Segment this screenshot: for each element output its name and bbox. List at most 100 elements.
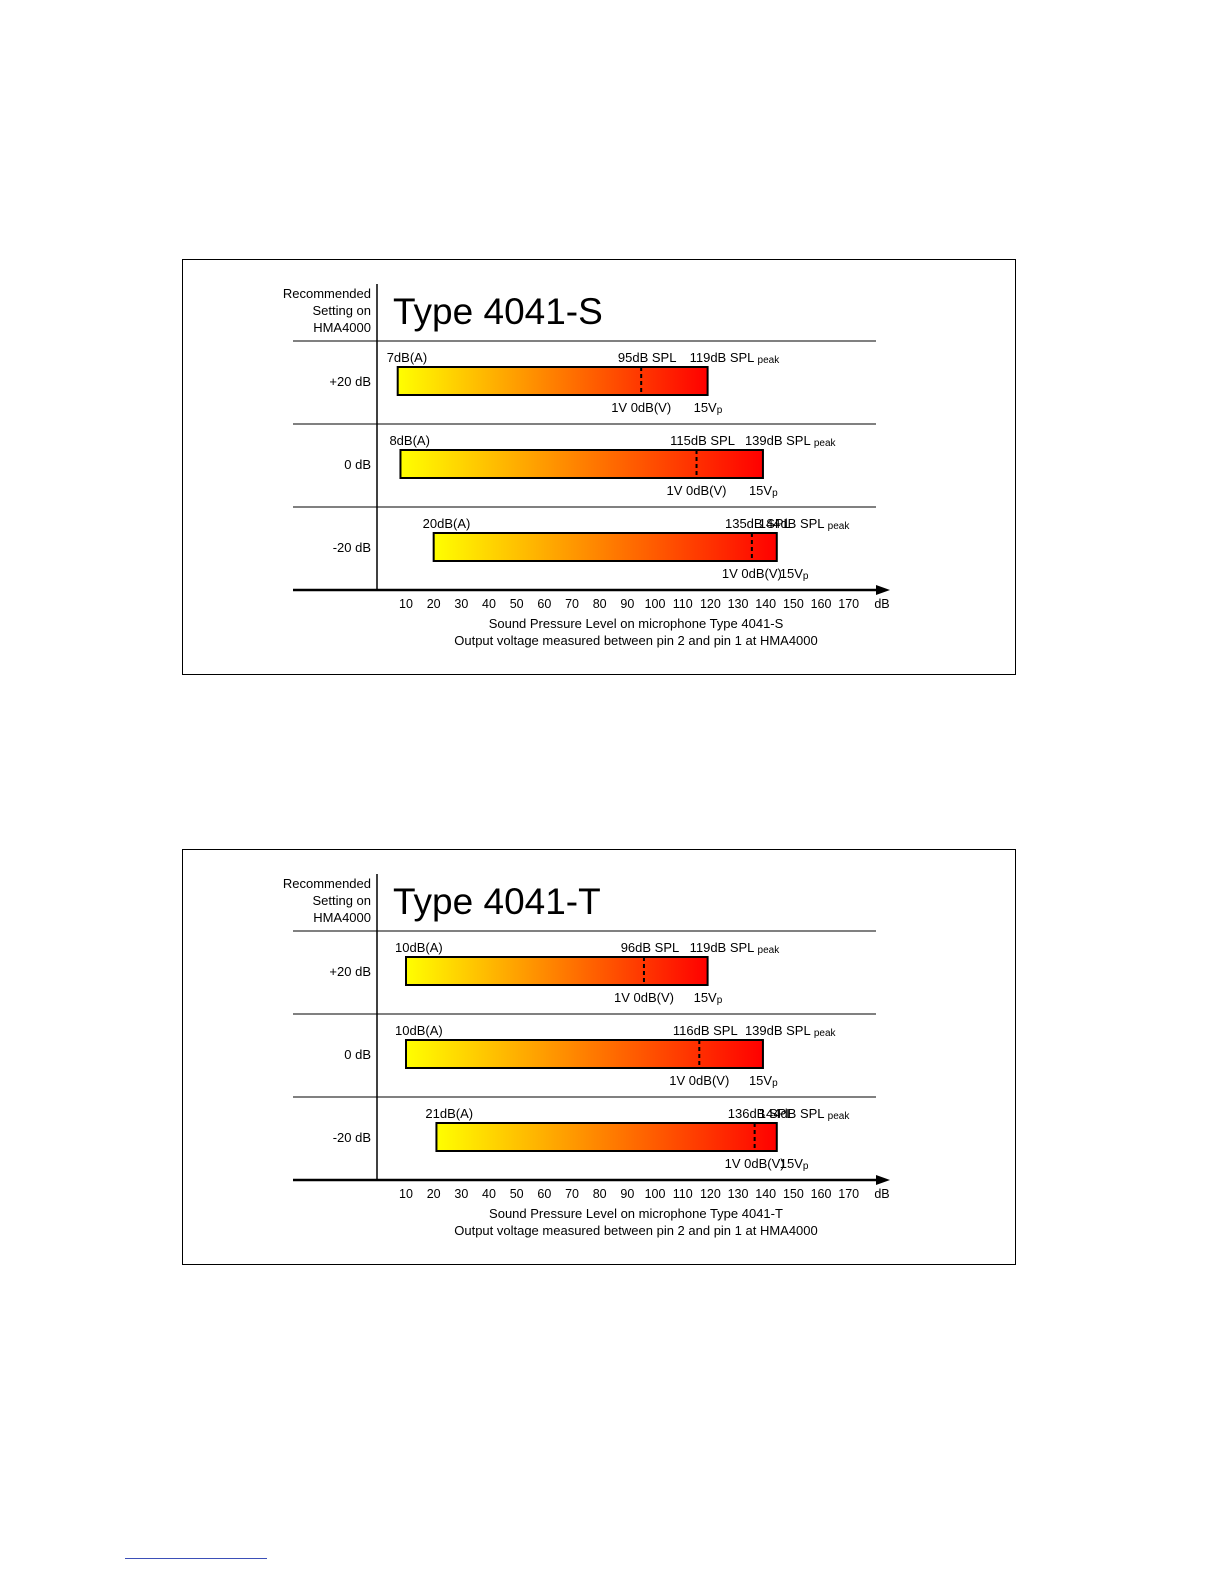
voltage-label: 1V 0dB(V) [725, 1156, 785, 1171]
spl-at-0dbv-label: 115dB SPL [670, 433, 735, 448]
voltage-label: 1V 0dB(V) [667, 483, 727, 498]
voltage-label: 1V 0dB(V) [669, 1073, 729, 1088]
max-spl-label: 139dB SPL peak [745, 433, 837, 449]
peak-voltage-label: 15Vp [749, 483, 778, 499]
peak-voltage-label: 15Vp [749, 1073, 778, 1089]
range-bar [435, 1122, 778, 1152]
x-axis-subtitle: Output voltage measured between pin 2 an… [454, 633, 818, 648]
peak-voltage-label: 15Vp [694, 990, 723, 1006]
header-label-line: HMA4000 [313, 320, 371, 335]
p-subscript: p [803, 571, 809, 582]
noise-floor-label: 10dB(A) [395, 1023, 443, 1038]
x-tick-label: 170 [838, 1187, 859, 1201]
x-tick-label: 130 [728, 1187, 749, 1201]
x-tick-label: 160 [811, 597, 832, 611]
x-axis-arrow [876, 585, 890, 595]
x-tick-label: 40 [482, 1187, 496, 1201]
x-tick-label: 80 [593, 1187, 607, 1201]
voltage-label: 1V 0dB(V) [611, 400, 671, 415]
x-axis-title: Sound Pressure Level on microphone Type … [489, 616, 784, 631]
x-tick-label: 110 [673, 1187, 693, 1201]
spl-at-0dbv-label: 95dB SPL [618, 350, 677, 365]
spl-at-0dbv-label: 136dB SPL [728, 1106, 794, 1121]
noise-floor-label: 21dB(A) [425, 1106, 473, 1121]
voltage-label: 1V 0dB(V) [614, 990, 674, 1005]
chart-svg-4041-t: Recommended Setting on HMA4000 Type 4041-T +… [283, 874, 890, 1238]
max-spl-label: 139dB SPL peak [745, 1023, 837, 1039]
range-bar [396, 366, 709, 396]
header-label-line: Recommended [283, 876, 371, 891]
x-tick-label: 90 [620, 597, 634, 611]
x-tick-label: 70 [565, 597, 579, 611]
x-tick-label: 110 [673, 597, 693, 611]
peak-subscript: peak [828, 1111, 851, 1122]
peak-subscript: peak [828, 521, 851, 532]
spl-at-0dbv-label: 135dB SPL [725, 516, 791, 531]
x-tick-label: 100 [645, 1187, 666, 1201]
x-tick-label: 30 [454, 1187, 468, 1201]
x-tick-label: 100 [645, 597, 666, 611]
x-tick-label: 30 [454, 597, 468, 611]
range-bar [399, 449, 764, 479]
max-spl-label: 144dB SPL peak [759, 516, 851, 532]
peak-voltage-label: 15Vp [780, 566, 809, 582]
peak-voltage-label: 15Vp [694, 400, 723, 416]
header-label-line: Recommended [283, 286, 371, 301]
x-tick-label: 140 [755, 597, 776, 611]
footnote-rule [125, 1558, 267, 1559]
x-tick-label: 170 [838, 597, 859, 611]
p-subscript: p [717, 405, 723, 416]
x-tick-label: 20 [427, 1187, 441, 1201]
noise-floor-label: 10dB(A) [395, 940, 443, 955]
x-tick-label: 80 [593, 597, 607, 611]
max-spl-label: 119dB SPL peak [690, 350, 781, 366]
x-tick-label: 150 [783, 597, 804, 611]
chart-title: Type 4041-T [393, 881, 601, 922]
noise-floor-label: 7dB(A) [387, 350, 427, 365]
x-tick-label: 60 [537, 597, 551, 611]
setting-label: +20 dB [329, 374, 371, 389]
x-tick-label: 90 [620, 1187, 634, 1201]
x-tick-label: 160 [811, 1187, 832, 1201]
x-tick-label: 20 [427, 597, 441, 611]
x-axis-subtitle: Output voltage measured between pin 2 an… [454, 1223, 818, 1238]
noise-floor-label: 20dB(A) [423, 516, 471, 531]
setting-label: 0 dB [344, 1047, 371, 1062]
setting-label: -20 dB [333, 540, 371, 555]
x-tick-label: 70 [565, 1187, 579, 1201]
peak-subscript: peak [758, 355, 781, 366]
setting-label: 0 dB [344, 457, 371, 472]
x-tick-label: 50 [510, 597, 524, 611]
x-tick-label: 150 [783, 1187, 804, 1201]
peak-subscript: peak [758, 945, 781, 956]
noise-floor-label: 8dB(A) [389, 433, 429, 448]
range-bar [405, 956, 709, 986]
spl-at-0dbv-label: 116dB SPL [673, 1023, 738, 1038]
x-tick-label: 120 [700, 597, 721, 611]
p-subscript: p [803, 1161, 809, 1172]
chart-svg-4041-s: Recommended Setting on HMA4000 Type 4041-S +… [283, 284, 890, 648]
max-spl-label: 144dB SPL peak [759, 1106, 851, 1122]
range-bar [405, 1039, 764, 1069]
chart-title: Type 4041-S [393, 291, 603, 332]
p-subscript: p [717, 995, 723, 1006]
p-subscript: p [772, 1078, 778, 1089]
header-label-line: HMA4000 [313, 910, 371, 925]
x-axis-arrow [876, 1175, 890, 1185]
x-tick-label: 140 [755, 1187, 776, 1201]
x-unit-label: dB [874, 597, 889, 611]
max-spl-label: 119dB SPL peak [690, 940, 781, 956]
x-tick-label: 130 [728, 597, 749, 611]
x-axis-title: Sound Pressure Level on microphone Type … [489, 1206, 783, 1221]
x-tick-label: 10 [399, 597, 413, 611]
peak-voltage-label: 15Vp [780, 1156, 809, 1172]
voltage-label: 1V 0dB(V) [722, 566, 782, 581]
header-label-line: Setting on [312, 303, 371, 318]
x-unit-label: dB [874, 1187, 889, 1201]
spl-at-0dbv-label: 96dB SPL [621, 940, 680, 955]
header-label-line: Setting on [312, 893, 371, 908]
x-tick-label: 10 [399, 1187, 413, 1201]
x-tick-label: 60 [537, 1187, 551, 1201]
setting-label: +20 dB [329, 964, 371, 979]
range-bar [432, 532, 778, 562]
